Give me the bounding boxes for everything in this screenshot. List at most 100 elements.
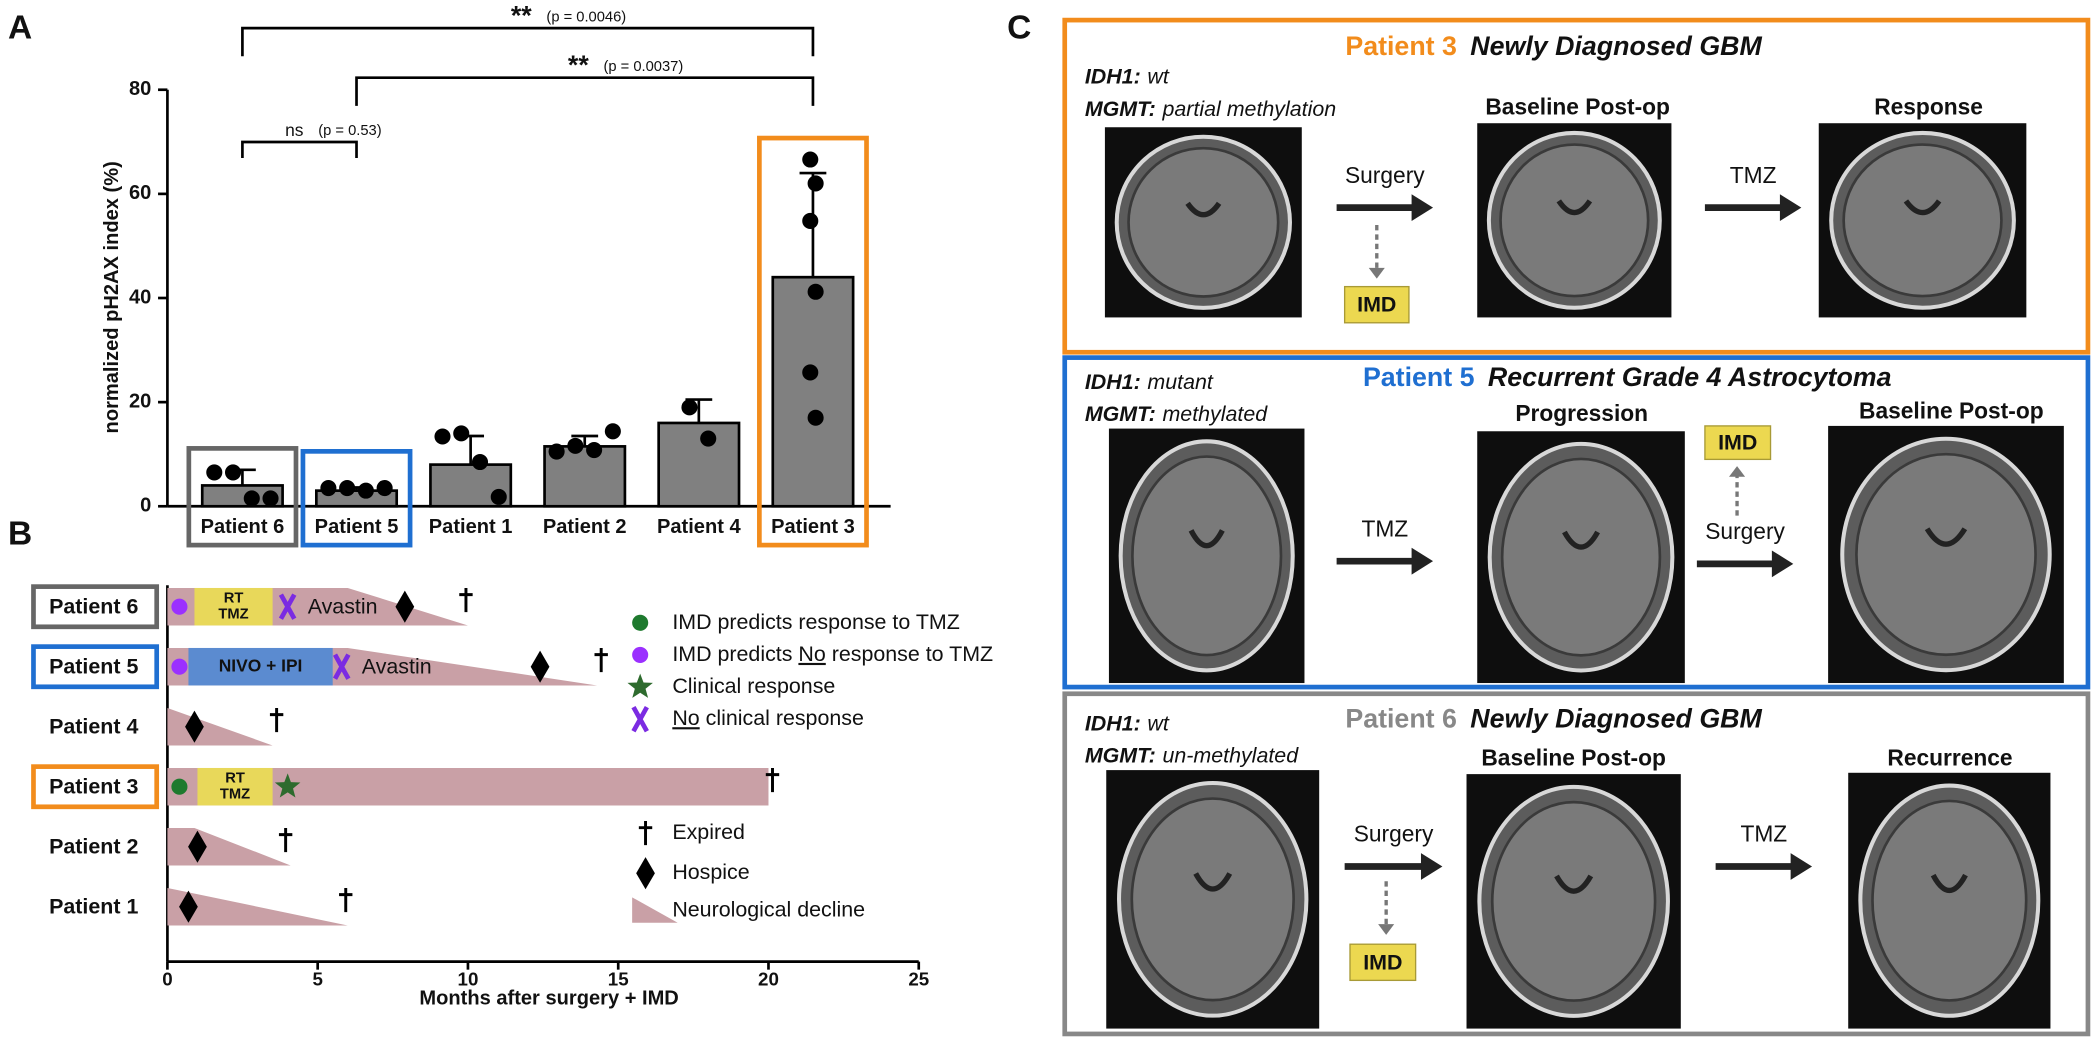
data-point <box>225 464 242 481</box>
image-caption: Baseline Post-op <box>1481 744 1666 770</box>
bar <box>200 484 284 508</box>
mri-brain <box>1131 455 1283 657</box>
p-value: (p = 0.0046) <box>546 9 626 25</box>
marker-value: wt <box>1147 64 1169 88</box>
marker-value: un-methylated <box>1162 743 1299 767</box>
panel-letter: C <box>1007 9 1031 46</box>
legend-label-part: No <box>672 706 699 730</box>
hospice-marker <box>188 830 207 863</box>
diagnosis: Newly Diagnosed GBM <box>1470 704 1762 734</box>
marker-value: partial methylation <box>1161 96 1336 120</box>
image-caption: Progression <box>1515 400 1648 426</box>
imd-marker <box>171 658 188 675</box>
response-marker <box>274 773 301 798</box>
data-point <box>376 480 393 497</box>
highlight-box <box>757 135 869 548</box>
data-point <box>548 443 565 460</box>
x-tick-label: Patient 4 <box>657 516 742 538</box>
highlight-box <box>300 449 413 548</box>
row-label: Patient 2 <box>49 835 138 859</box>
mri-ventricles <box>1185 201 1222 218</box>
panel-a: 0 20 40 60 80 normalized pH2AX index (%) Patie… <box>101 1 891 548</box>
marker-name: MGMT: <box>1085 96 1156 120</box>
mri-image <box>1108 428 1305 684</box>
mri-ventricles <box>1188 529 1225 549</box>
mri-image <box>1828 425 2064 684</box>
x-tick-label: Patient 2 <box>543 516 627 538</box>
treatment-label: NIVO + IPI <box>219 655 303 675</box>
data-point <box>490 488 507 505</box>
marker-status: IDH1: mutant <box>1085 370 1214 394</box>
imd-box <box>1704 425 1772 461</box>
x-tick-label: 0 <box>162 968 172 989</box>
legend-label: No clinical response <box>672 706 864 730</box>
case-title: Patient 3 Newly Diagnosed GBM <box>1345 31 1762 61</box>
data-point <box>357 482 374 499</box>
imd-marker <box>171 778 188 795</box>
legend-label: IMD predicts response to TMZ <box>672 609 960 633</box>
row-label: Patient 1 <box>49 895 138 919</box>
mri-brain <box>1855 452 2037 657</box>
data-point <box>262 490 279 507</box>
case-frame <box>1062 691 2091 1037</box>
row-label: Patient 3 <box>49 775 138 799</box>
legend-label: IMD predicts No response to TMZ <box>672 642 993 666</box>
imd-arrow-head <box>1368 267 1385 279</box>
mri-ventricles <box>1930 873 1968 894</box>
mri-ventricles <box>1903 199 1942 216</box>
data-point <box>807 175 824 192</box>
p-value: (p = 0.53) <box>318 123 381 139</box>
row-label-box <box>31 644 160 690</box>
marker-name: IDH1: <box>1085 370 1141 394</box>
x-tick-label: 20 <box>758 968 779 989</box>
panel-letter: A <box>8 9 32 46</box>
mri-image <box>1477 123 1672 318</box>
marker-name: MGMT: <box>1085 402 1156 426</box>
bar <box>657 421 741 508</box>
treatment <box>197 767 273 806</box>
bar <box>771 275 855 508</box>
imd-box <box>1349 943 1417 982</box>
data-point <box>567 437 584 454</box>
hospice-marker <box>185 710 204 743</box>
data-point <box>802 212 819 229</box>
mri-image <box>1106 770 1320 1029</box>
data-point <box>700 430 717 447</box>
case-panel: Patient 5 Recurrent Grade 4 Astrocytoma ID… <box>1062 355 2091 690</box>
marker-name: IDH1: <box>1085 64 1141 88</box>
significance-bracket <box>241 26 815 57</box>
data-point <box>320 480 337 497</box>
legend-symbol <box>627 673 653 698</box>
step-arrow-head <box>1779 194 1802 221</box>
case-panel: Patient 3 Newly Diagnosed GBM IDH1: wt MGMT:… <box>1062 17 2091 355</box>
data-point <box>802 151 819 168</box>
x-stroke <box>278 593 297 620</box>
significance-label: ns <box>285 120 304 140</box>
step-label: TMZ <box>1730 162 1777 188</box>
imd-label: IMD <box>1718 431 1757 455</box>
data-point <box>453 425 470 442</box>
y-tick-label: 20 <box>129 390 151 412</box>
step-label: Surgery <box>1705 518 1785 544</box>
imd-box <box>1343 285 1410 324</box>
no-response-marker <box>278 593 297 620</box>
mri-brain <box>1490 800 1657 1002</box>
y-tick-label: 40 <box>129 286 151 308</box>
treatment-label: TMZ <box>218 607 248 623</box>
data-point <box>206 464 223 481</box>
patient-name: Patient 5 <box>1363 362 1475 392</box>
after-treatment-label: Avastin <box>308 595 378 619</box>
treatment-label: TMZ <box>220 787 250 803</box>
x-stroke <box>631 706 649 733</box>
legend-label: Clinical response <box>672 674 835 698</box>
legend-label-part: Hospice <box>672 860 749 884</box>
marker-status: MGMT: partial methylation <box>1085 96 1336 120</box>
step-arrow-head <box>1411 547 1434 575</box>
step-arrow-head <box>1771 550 1794 578</box>
step-label: TMZ <box>1740 821 1787 847</box>
mri-ventricles <box>1562 530 1600 550</box>
imd-label: IMD <box>1357 293 1396 317</box>
treatment-label: RT <box>224 591 244 607</box>
